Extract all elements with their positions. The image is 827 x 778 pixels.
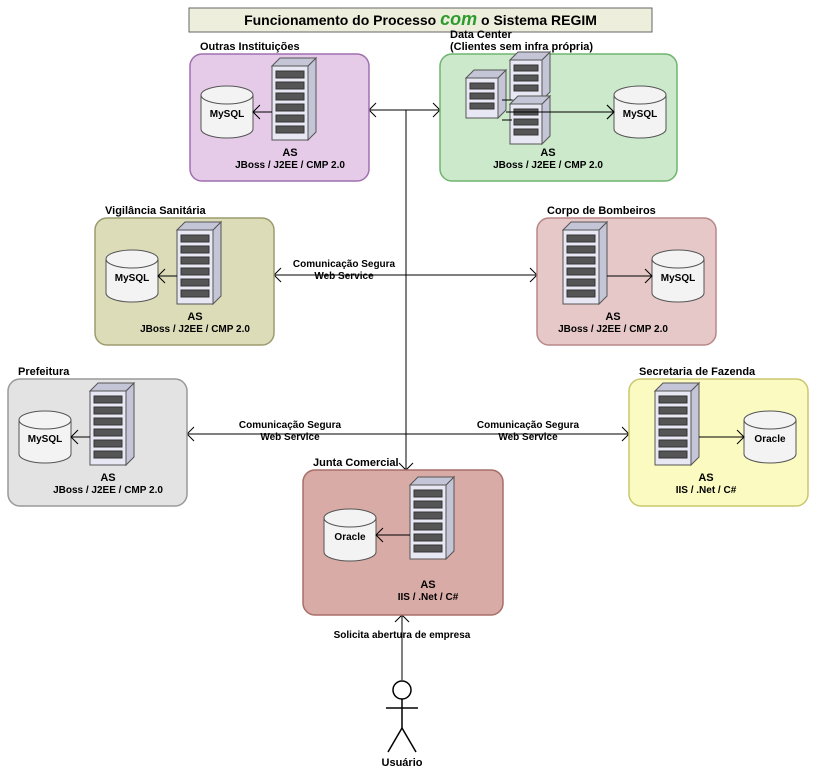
- svg-text:Comunicação Segura: Comunicação Segura: [239, 420, 342, 431]
- group-vigilancia: Vigilância Sanitária MySQL ASJBoss / J2EE …: [95, 205, 274, 345]
- svg-text:Web Service: Web Service: [260, 432, 320, 443]
- svg-text:JBoss / J2EE / CMP 2.0: JBoss / J2EE / CMP 2.0: [558, 324, 668, 335]
- svg-text:MySQL: MySQL: [115, 273, 149, 284]
- server-icon: [510, 52, 550, 100]
- svg-text:Secretaria de Fazenda: Secretaria de Fazenda: [639, 366, 756, 378]
- server-icon: [466, 70, 506, 118]
- server-icon: [510, 96, 550, 144]
- svg-text:Corpo de Bombeiros: Corpo de Bombeiros: [547, 205, 656, 217]
- group-junta: Junta Comercial Oracle ASIIS / .Net / C#: [303, 457, 503, 615]
- svg-text:MySQL: MySQL: [210, 109, 244, 120]
- group-bombeiros: Corpo de Bombeiros MySQL ASJBoss / J2EE / …: [537, 205, 716, 345]
- group-prefeitura: Prefeitura MySQL ASJBoss / J2EE / CMP 2.0: [8, 366, 187, 506]
- svg-text:(Clientes sem infra própria): (Clientes sem infra própria): [450, 41, 593, 53]
- svg-text:Junta Comercial: Junta Comercial: [313, 457, 399, 469]
- svg-text:MySQL: MySQL: [661, 273, 695, 284]
- system-architecture-diagram: Funcionamento do Processo com o Sistema …: [0, 0, 827, 778]
- group-outras: Outras Instituições MySQL ASJBoss / J2EE /…: [190, 41, 369, 181]
- svg-text:JBoss / J2EE / CMP 2.0: JBoss / J2EE / CMP 2.0: [140, 324, 250, 335]
- database-icon: Oracle: [324, 509, 376, 561]
- svg-text:IIS / .Net / C#: IIS / .Net / C#: [676, 485, 737, 496]
- server-icon: [272, 58, 316, 140]
- svg-text:Comunicação Segura: Comunicação Segura: [477, 420, 580, 431]
- database-icon: MySQL: [106, 250, 158, 302]
- svg-text:Vigilância Sanitária: Vigilância Sanitária: [105, 205, 207, 217]
- svg-text:Oracle: Oracle: [754, 434, 786, 445]
- server-icon: [563, 222, 607, 304]
- actor-user: Usuário: [382, 681, 423, 769]
- svg-text:AS: AS: [187, 311, 202, 323]
- group-fazenda: Secretaria de Fazenda Oracle ASIIS / .Net …: [629, 366, 808, 506]
- database-icon: MySQL: [652, 250, 704, 302]
- svg-text:AS: AS: [605, 311, 620, 323]
- svg-text:AS: AS: [540, 147, 555, 159]
- svg-text:MySQL: MySQL: [28, 434, 62, 445]
- svg-text:Outras Instituições: Outras Instituições: [200, 41, 300, 53]
- svg-text:Web Service: Web Service: [314, 271, 374, 282]
- database-icon: MySQL: [614, 86, 666, 138]
- svg-text:IIS / .Net / C#: IIS / .Net / C#: [398, 592, 459, 603]
- svg-text:Usuário: Usuário: [382, 757, 423, 769]
- svg-text:Oracle: Oracle: [334, 532, 366, 543]
- server-icon: [410, 477, 454, 559]
- svg-text:JBoss / J2EE / CMP 2.0: JBoss / J2EE / CMP 2.0: [235, 160, 345, 171]
- server-icon: [177, 222, 221, 304]
- svg-text:AS: AS: [698, 472, 713, 484]
- svg-text:MySQL: MySQL: [623, 109, 657, 120]
- group-datacenter: Data Center(Clientes sem infra própria) M…: [440, 29, 677, 181]
- svg-text:AS: AS: [420, 579, 435, 591]
- svg-text:AS: AS: [282, 147, 297, 159]
- database-icon: MySQL: [19, 411, 71, 463]
- svg-text:Prefeitura: Prefeitura: [18, 366, 70, 378]
- svg-text:Data Center: Data Center: [450, 29, 512, 41]
- svg-text:Comunicação Segura: Comunicação Segura: [293, 259, 396, 270]
- svg-text:Solicita abertura de empresa: Solicita abertura de empresa: [334, 630, 471, 641]
- svg-text:JBoss / J2EE / CMP 2.0: JBoss / J2EE / CMP 2.0: [493, 160, 603, 171]
- database-icon: MySQL: [201, 86, 253, 138]
- database-icon: Oracle: [744, 411, 796, 463]
- svg-text:AS: AS: [100, 472, 115, 484]
- server-icon: [90, 383, 134, 465]
- svg-text:JBoss / J2EE / CMP 2.0: JBoss / J2EE / CMP 2.0: [53, 485, 163, 496]
- svg-text:Funcionamento do Processo com: Funcionamento do Processo com o Sistema …: [244, 9, 597, 29]
- svg-text:Web Service: Web Service: [498, 432, 558, 443]
- server-icon: [655, 383, 699, 465]
